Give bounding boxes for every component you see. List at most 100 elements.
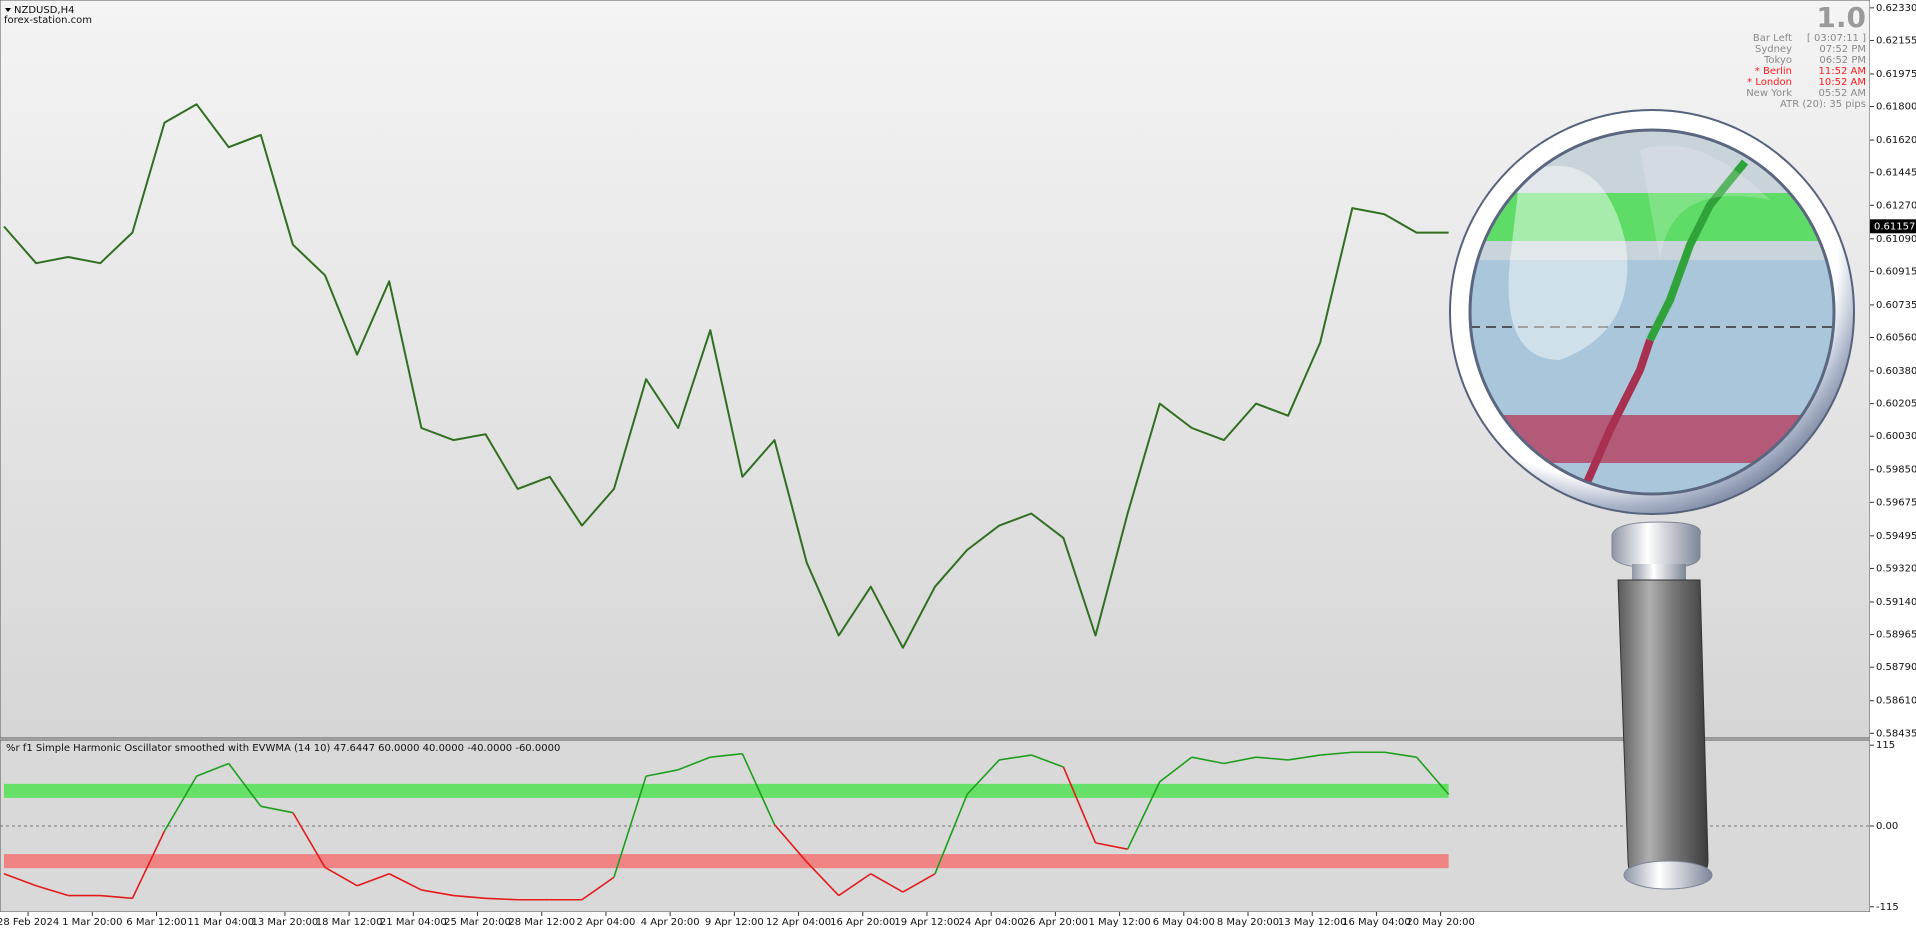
y-tick-label: 0.59495 (1876, 531, 1916, 542)
y-tick-label: 0.62155 (1876, 35, 1916, 46)
x-tick-label: 12 Apr 04:00 (766, 917, 831, 928)
y-tick-label: 0.61270 (1876, 200, 1916, 211)
oscillator-title: %r f1 Simple Harmonic Oscillator smoothe… (6, 743, 560, 754)
x-tick-label: 2 Apr 04:00 (577, 917, 636, 928)
oscillator-segment (902, 873, 936, 893)
magnifier-cap (1623, 860, 1713, 890)
info-value: 10:52 AM (1819, 77, 1866, 88)
info-value: [ 03:07:11 ] (1807, 33, 1866, 44)
info-value: 07:52 PM (1819, 44, 1866, 55)
magnifier-collar (1632, 564, 1686, 580)
y-tick-label: 0.61090 (1876, 234, 1916, 245)
x-tick-label: 11 Mar 04:00 (187, 917, 254, 928)
oscillator-segment (1384, 751, 1417, 758)
last-price-box (1870, 219, 1916, 234)
y-tick-label: 0.59675 (1876, 497, 1916, 508)
info-value: 05:52 AM (1819, 88, 1866, 99)
price-axis (1870, 0, 1916, 933)
info-panel: Bar Left [ 03:07:11 ] Sydney 07:52 PM Tokyo 0… (1746, 33, 1866, 99)
y-tick-label: 0.62330 (1876, 3, 1916, 14)
oscillator-segment (35, 884, 69, 897)
oscillator-segment (3, 873, 37, 887)
y-tick-label: 0.58610 (1876, 696, 1916, 707)
info-value: 11:52 AM (1819, 66, 1866, 77)
x-tick-label: 13 May 12:00 (1278, 917, 1347, 928)
price-line (3, 103, 1449, 649)
y-tick-label: 0.61445 (1876, 168, 1916, 179)
oscillator-segment (485, 897, 518, 901)
info-label: Bar Left (1753, 33, 1792, 44)
oscillator-segment (773, 824, 808, 863)
atr-label: ATR (20): 35 pips (1780, 99, 1866, 110)
y-tick-label: 0.60735 (1876, 300, 1916, 311)
lens-edge (1468, 128, 1836, 496)
oscillator-segment (1415, 756, 1450, 795)
x-tick-label: 16 Apr 20:00 (830, 917, 895, 928)
oscillator-segment (1191, 756, 1225, 765)
magnifier (1449, 109, 1855, 890)
y-tick-label: 0.59850 (1876, 465, 1916, 476)
info-label: * London (1747, 77, 1792, 88)
oscillator-segment (196, 762, 230, 777)
oscillator-segment (1031, 754, 1064, 768)
y-tick-label: 0.61620 (1876, 135, 1916, 146)
oscillator-segment (228, 762, 262, 807)
level-band (4, 854, 1449, 869)
oscillator-segment (1320, 751, 1353, 756)
info-label: Sydney (1755, 44, 1792, 55)
y-tick-label: 0.59320 (1876, 563, 1916, 574)
x-tick-label: 20 May 20:00 (1406, 917, 1475, 928)
oscillator-segment (870, 873, 904, 893)
y-tick-label: 0.60915 (1876, 266, 1916, 277)
x-tick-label: 16 May 04:00 (1342, 917, 1411, 928)
x-tick-label: 25 Mar 20:00 (444, 917, 511, 928)
y-tick-label: 0.61975 (1876, 69, 1916, 80)
oscillator-segment (1095, 842, 1128, 850)
x-tick-label: 4 Apr 20:00 (641, 917, 700, 928)
x-tick-label: 13 Mar 20:00 (252, 917, 319, 928)
x-tick-label: 6 May 04:00 (1153, 917, 1215, 928)
x-tick-label: 9 Apr 12:00 (705, 917, 764, 928)
info-label: Tokyo (1763, 55, 1792, 66)
oscillator-segment (260, 805, 294, 814)
y-tick-label: 0.58965 (1876, 630, 1916, 641)
y-tick-label: 0.60030 (1876, 431, 1916, 442)
x-tick-label: 21 Mar 04:00 (380, 917, 447, 928)
oscillator-segment (934, 794, 968, 875)
oscillator-segment (645, 769, 679, 777)
oscillator-segment (677, 756, 711, 771)
oscillator-segment (163, 775, 198, 832)
x-tick-label: 26 Apr 20:00 (1023, 917, 1088, 928)
oscillator-segment (838, 873, 872, 897)
level-band (4, 783, 1449, 798)
dropdown-icon (5, 8, 11, 12)
oscillator-segment (741, 753, 776, 825)
oscillator-panel (0, 739, 1871, 913)
oscillator-segment (613, 775, 647, 878)
y-tick-label: 0.00 (1876, 821, 1898, 832)
oscillator-segment (966, 759, 1000, 795)
oscillator-segment (100, 894, 133, 900)
oscillator-segment (292, 812, 326, 868)
oscillator-segment (421, 889, 454, 897)
symbol-label: NZDUSD,H4 (14, 5, 74, 16)
x-tick-label: 19 Apr 12:00 (894, 917, 959, 928)
y-tick-label: 0.59140 (1876, 597, 1916, 608)
info-value: 06:52 PM (1819, 55, 1866, 66)
oscillator-segment (806, 861, 840, 897)
y-tick-label: -115 (1876, 902, 1899, 913)
oscillator-segment (710, 752, 743, 758)
oscillator-segment (999, 754, 1032, 761)
oscillator-segment (356, 873, 390, 887)
oscillator-segment (1288, 754, 1321, 761)
source-label: forex-station.com (4, 15, 92, 26)
x-tick-label: 28 Feb 2024 (0, 917, 59, 928)
x-tick-label: 6 Mar 12:00 (126, 917, 186, 928)
oscillator-segment (1255, 756, 1289, 761)
oscillator-segment (453, 894, 486, 900)
x-tick-label: 24 Apr 04:00 (959, 917, 1024, 928)
info-label: New York (1746, 88, 1792, 99)
oscillator-segment (1062, 766, 1097, 844)
